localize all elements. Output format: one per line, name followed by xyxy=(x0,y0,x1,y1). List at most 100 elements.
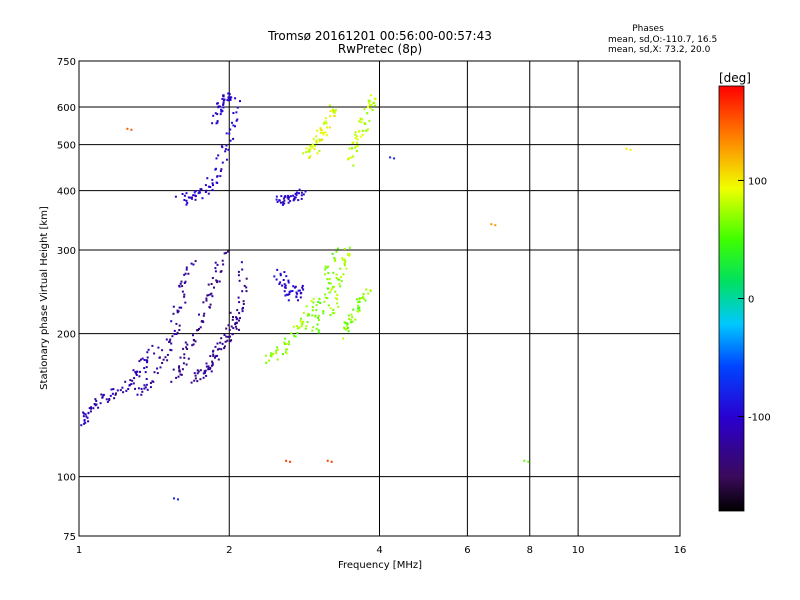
data-point xyxy=(275,349,278,352)
data-point xyxy=(199,326,202,329)
data-point xyxy=(336,302,339,305)
data-point xyxy=(337,278,339,281)
data-point xyxy=(92,407,95,410)
data-point xyxy=(105,398,108,401)
data-point xyxy=(354,131,357,134)
data-point xyxy=(345,322,348,325)
data-point xyxy=(235,316,237,319)
data-point xyxy=(283,202,286,205)
data-point xyxy=(332,110,334,113)
data-point xyxy=(183,295,186,298)
data-point xyxy=(219,175,222,178)
data-point xyxy=(319,127,322,130)
data-point xyxy=(319,131,322,134)
plot-frame xyxy=(78,60,681,537)
data-point xyxy=(324,131,327,134)
data-point xyxy=(350,318,353,321)
chart-title: Tromsø 20161201 00:56:00-00:57:43 xyxy=(267,29,492,43)
data-point xyxy=(211,178,214,181)
data-point xyxy=(214,168,217,171)
data-point xyxy=(122,391,125,394)
data-point xyxy=(106,400,109,403)
data-point xyxy=(216,175,219,178)
data-point xyxy=(232,112,235,114)
data-point xyxy=(241,310,244,313)
data-point xyxy=(236,118,239,121)
data-point xyxy=(165,338,168,341)
data-point xyxy=(141,390,144,393)
data-point xyxy=(216,120,219,123)
data-point xyxy=(285,293,288,296)
data-point xyxy=(366,112,369,115)
data-point xyxy=(128,384,131,387)
data-point xyxy=(297,199,300,202)
data-point xyxy=(360,121,363,124)
data-point xyxy=(333,111,336,114)
data-point xyxy=(357,310,360,313)
data-point xyxy=(216,102,219,105)
data-point xyxy=(211,188,214,191)
data-point xyxy=(158,356,161,359)
data-point xyxy=(172,312,175,315)
data-point xyxy=(276,268,279,271)
data-point xyxy=(187,357,190,360)
data-point xyxy=(361,118,364,121)
data-point xyxy=(299,320,302,323)
data-point xyxy=(184,341,187,344)
data-point xyxy=(87,420,90,423)
data-point xyxy=(193,339,196,342)
colorbar-label: [deg] xyxy=(719,71,751,85)
data-point xyxy=(315,140,318,143)
data-point xyxy=(298,289,301,292)
data-point xyxy=(325,134,328,137)
data-point xyxy=(319,302,322,304)
data-point xyxy=(145,383,148,386)
data-point xyxy=(295,191,298,194)
data-point xyxy=(192,263,195,266)
data-point xyxy=(184,280,187,283)
data-point xyxy=(358,309,361,312)
data-point xyxy=(207,192,210,195)
data-point xyxy=(202,314,205,317)
data-point xyxy=(185,346,188,349)
data-point xyxy=(206,177,209,180)
data-point xyxy=(245,277,248,280)
data-point xyxy=(203,312,206,315)
data-point xyxy=(179,356,182,359)
data-point xyxy=(324,117,327,120)
data-point xyxy=(235,318,238,321)
data-point xyxy=(219,113,222,116)
data-point xyxy=(224,150,227,153)
y-tick-label: 100 xyxy=(57,473,76,484)
data-point xyxy=(186,343,189,346)
phases-line-o: mean, sd,O:-110.7, 16.5 xyxy=(608,35,717,45)
data-point xyxy=(367,128,369,131)
data-point xyxy=(283,341,286,344)
data-point xyxy=(157,346,160,349)
x-tick-label: 6 xyxy=(464,545,470,556)
data-point xyxy=(245,290,248,293)
data-point xyxy=(151,380,154,383)
data-point xyxy=(278,199,281,202)
data-point xyxy=(183,353,186,356)
data-point xyxy=(214,267,217,270)
data-point xyxy=(138,360,141,363)
data-point xyxy=(88,407,91,410)
data-point xyxy=(181,193,184,195)
data-point xyxy=(82,415,85,418)
data-point xyxy=(178,324,181,327)
data-point xyxy=(327,282,330,285)
data-point xyxy=(212,114,215,117)
data-point xyxy=(216,342,219,345)
data-point xyxy=(343,258,346,261)
data-point xyxy=(219,170,222,172)
data-point xyxy=(231,318,234,321)
data-point xyxy=(204,371,206,374)
x-tick-label: 2 xyxy=(226,545,232,556)
data-point xyxy=(84,421,87,424)
data-point xyxy=(326,287,329,290)
data-point xyxy=(306,321,309,324)
data-point xyxy=(185,268,188,271)
data-point xyxy=(219,270,222,273)
data-point xyxy=(356,138,359,141)
